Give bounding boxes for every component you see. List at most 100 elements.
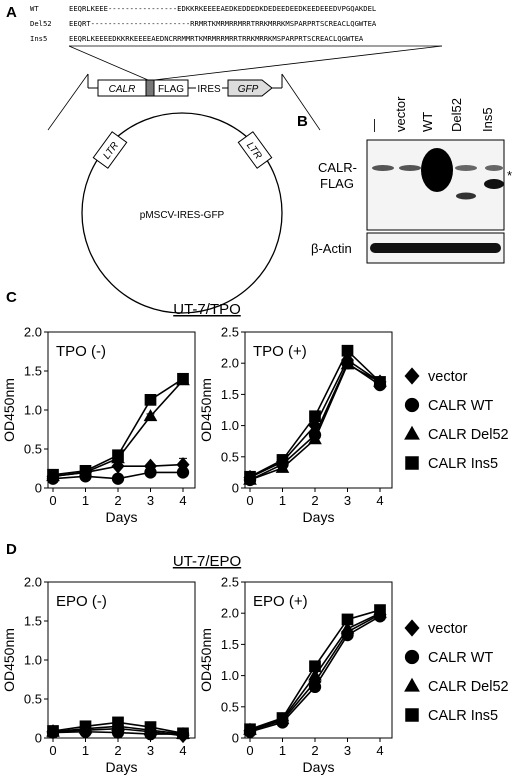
- chart-epo-plus: 0 0.5 1.0 1.5 2.0 2.5 0 1 2 3 4 Days OD450nm EPO (+): [198, 575, 393, 775]
- x-tick-label: 4: [179, 743, 186, 758]
- section-title-d: UT-7/EPO: [173, 553, 241, 570]
- seq-name-wt: WT: [30, 4, 39, 13]
- legend-label: vector: [428, 369, 468, 385]
- x-tick-label: 1: [279, 493, 286, 508]
- x-axis-label: Days: [303, 759, 335, 775]
- plot-title: TPO (-): [56, 343, 106, 360]
- band-wt: [421, 148, 453, 192]
- data-point: [47, 468, 59, 481]
- legend-label: CALR WT: [428, 650, 493, 666]
- data-point: [177, 727, 189, 740]
- gfp-arrow: [227, 79, 273, 97]
- data-point: [340, 621, 355, 634]
- x-tick-label: 2: [311, 493, 318, 508]
- y-axis-label: OD450nm: [1, 378, 17, 442]
- calr-label: CALR: [109, 84, 136, 95]
- data-point: [79, 464, 92, 477]
- mutation-box: [145, 79, 155, 97]
- ltr-right: LTR: [237, 131, 273, 169]
- data-point: [244, 470, 256, 483]
- row-label-flag: FLAG: [320, 176, 354, 191]
- y-tick-label: 2.0: [24, 575, 42, 590]
- y-tick-label: 1.0: [24, 403, 42, 418]
- legend-label: CALR Ins5: [428, 456, 498, 472]
- data-point: [308, 432, 322, 445]
- x-axis-label: Days: [106, 759, 138, 775]
- y-tick-label: 0: [35, 481, 42, 496]
- band-ns-1: [372, 165, 394, 171]
- data-point: [308, 668, 322, 681]
- y-tick-label: 0.5: [221, 449, 239, 464]
- row-label-actin: β-Actin: [311, 241, 352, 256]
- x-tick-label: 0: [246, 743, 253, 758]
- band-actin: [370, 243, 501, 253]
- data-point: [176, 457, 190, 473]
- y-tick-label: 0.5: [221, 699, 239, 714]
- plot-frame: [244, 331, 393, 489]
- x-tick-label: 3: [147, 743, 154, 758]
- zoom-line-left: [68, 45, 149, 81]
- insert-line-right: [281, 73, 321, 131]
- ires-label: IRES: [197, 84, 221, 95]
- data-point: [309, 660, 321, 673]
- panel-label-c: C: [6, 289, 17, 306]
- legend-marker: [404, 367, 420, 385]
- nonspecific-star: *: [507, 168, 512, 183]
- x-tick-label: 4: [376, 493, 383, 508]
- plot-title: EPO (-): [56, 593, 107, 610]
- data-point: [341, 344, 354, 357]
- y-tick-label: 2.5: [221, 325, 239, 340]
- y-tick-label: 1.5: [24, 614, 42, 629]
- band-ins5: [484, 179, 504, 189]
- y-axis-label: OD450nm: [198, 628, 214, 692]
- panel-label-d: D: [6, 541, 17, 558]
- data-point: [340, 357, 355, 370]
- data-point: [111, 458, 125, 474]
- legend-c: vector CALR WT CALR Del52 CALR Ins5: [404, 367, 509, 472]
- plot-frame: [244, 581, 393, 739]
- y-axis-label: OD450nm: [198, 378, 214, 442]
- legend-marker: [404, 677, 420, 692]
- y-tick-label: 2.0: [221, 356, 239, 371]
- western-blot: — vector WT Del52 Ins5 CALR- FLAG β-Acti…: [311, 96, 512, 264]
- plot-title: EPO (+): [253, 593, 308, 610]
- legend-d: vector CALR WT CALR Del52 CALR Ins5: [404, 619, 509, 724]
- legend-marker: [404, 649, 420, 665]
- data-point: [144, 394, 157, 406]
- lane-label-5: Ins5: [480, 107, 495, 132]
- seq-del52: EEQRT-----------------------RRMRTKMRMRRM…: [69, 19, 377, 28]
- x-tick-label: 0: [49, 493, 56, 508]
- data-point: [177, 372, 189, 385]
- data-point: [144, 721, 157, 733]
- seq-wt: EEQRLKEEE----------------EDKKRKEEEEAEDKE…: [69, 4, 376, 13]
- data-point: [308, 418, 322, 434]
- x-tick-label: 2: [114, 493, 121, 508]
- x-tick-label: 2: [311, 743, 318, 758]
- lane-label-1: —: [366, 119, 381, 132]
- data-point: [276, 454, 289, 466]
- x-tick-label: 1: [279, 743, 286, 758]
- y-tick-label: 0: [35, 731, 42, 746]
- data-point: [111, 472, 125, 485]
- seq-name-del52: Del52: [30, 19, 52, 28]
- y-tick-label: 0: [232, 481, 239, 496]
- legend-label: CALR Ins5: [428, 708, 498, 724]
- data-point: [308, 680, 322, 694]
- y-tick-label: 1.5: [221, 387, 239, 402]
- gfp-label: GFP: [238, 84, 259, 95]
- legend-marker: [404, 619, 420, 637]
- data-point: [79, 720, 92, 733]
- flag-label: FLAG: [158, 84, 184, 95]
- lane-label-3: WT: [420, 112, 435, 132]
- y-tick-label: 0: [232, 731, 239, 746]
- data-point: [47, 725, 59, 737]
- data-point: [244, 723, 256, 736]
- data-point: [275, 460, 290, 473]
- x-tick-label: 4: [179, 493, 186, 508]
- chart-tpo-minus: 0 0.5 1.0 1.5 2.0 0 1 2 3 4 Days OD450nm TPO (-): [1, 325, 196, 525]
- legend-label: CALR WT: [428, 398, 493, 414]
- legend-marker: [404, 397, 420, 413]
- construct-diagram: CALR FLAG IRES GFP LTR LTR pMSCV-IRES-GF…: [47, 45, 443, 314]
- legend-marker: [404, 425, 420, 440]
- legend-label: vector: [428, 621, 468, 637]
